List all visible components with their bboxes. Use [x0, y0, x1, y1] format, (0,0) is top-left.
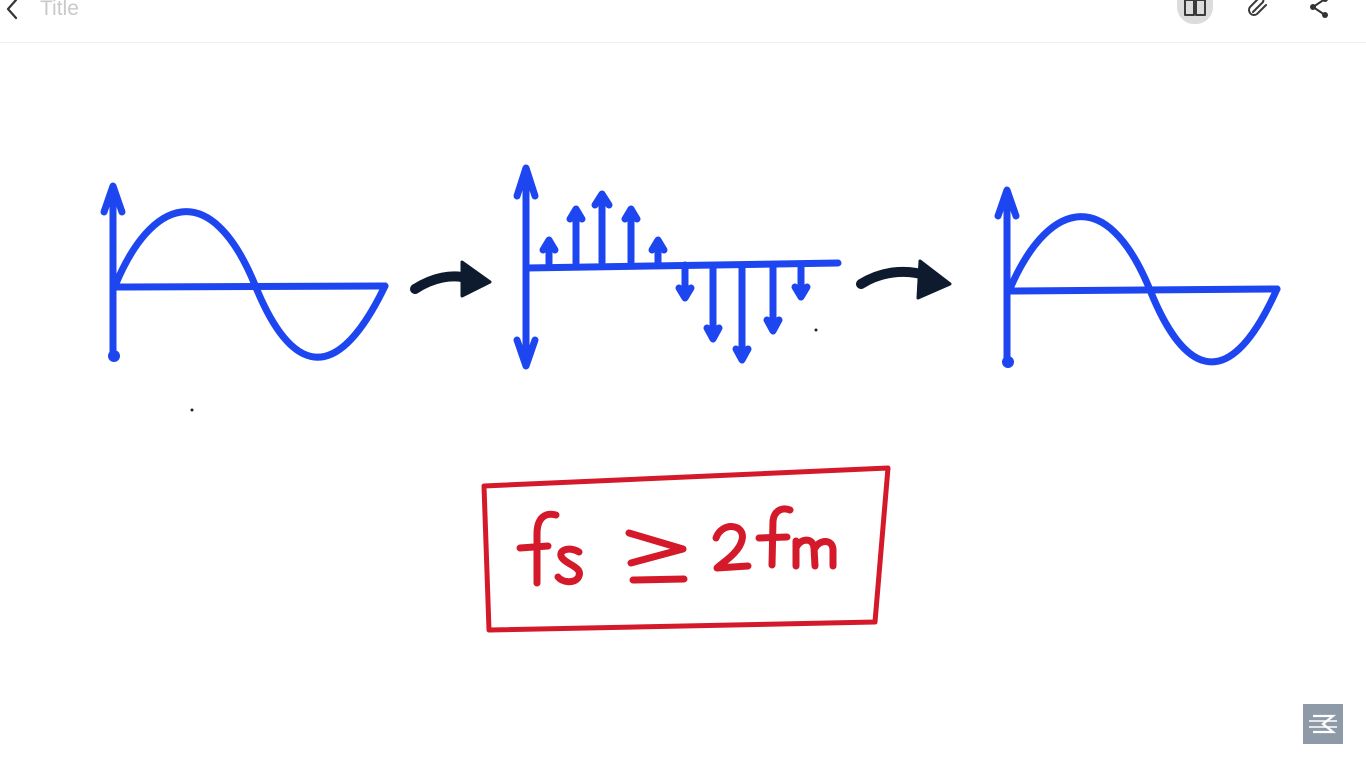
stray-dot — [814, 328, 818, 332]
handwritten-sketch — [100, 164, 1281, 633]
drawing-canvas[interactable] — [0, 43, 1366, 768]
attach-button[interactable] — [1240, 0, 1276, 24]
note-title-input[interactable]: Title — [40, 0, 79, 20]
analog-signal-input — [100, 182, 389, 362]
reader-mode-button[interactable] — [1177, 0, 1213, 24]
paperclip-icon — [1248, 0, 1267, 16]
back-button[interactable] — [0, 0, 24, 24]
channel-watermark — [1303, 704, 1343, 744]
nyquist-formula — [516, 505, 837, 587]
back-chevron-icon — [6, 0, 18, 20]
book-reader-icon — [1184, 0, 1206, 16]
reconstructed-signal-output — [994, 186, 1281, 368]
sampled-signal — [513, 164, 842, 370]
top-toolbar: Title — [0, 0, 1366, 43]
share-button[interactable] — [1301, 0, 1337, 24]
channel-logo-icon — [1309, 714, 1337, 734]
stray-dot — [190, 408, 194, 412]
transition-arrow-2 — [856, 259, 952, 300]
formula-box — [481, 465, 891, 633]
share-icon — [1310, 0, 1328, 18]
transition-arrow-1 — [410, 260, 492, 298]
